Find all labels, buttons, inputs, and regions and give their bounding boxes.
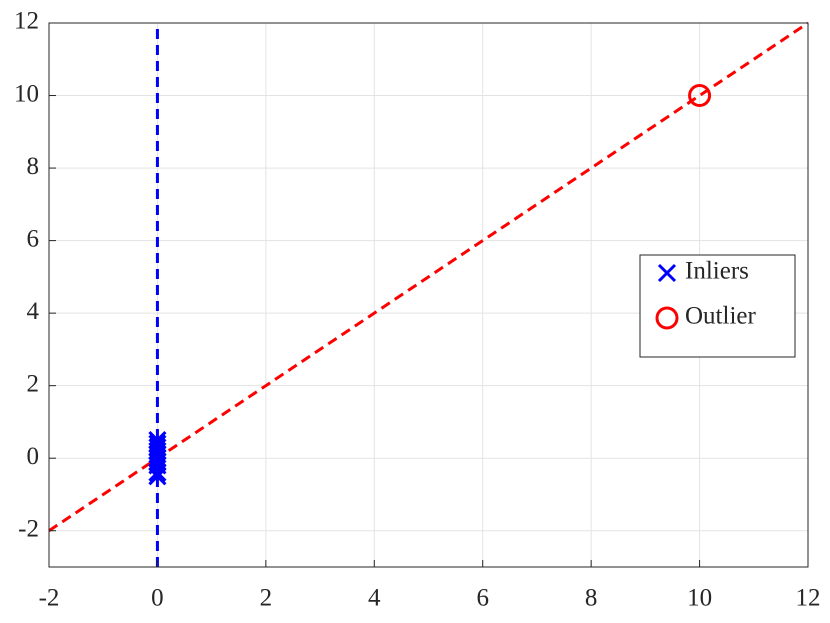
point bbox=[148, 463, 167, 482]
y-tick-label: 8 bbox=[27, 153, 40, 180]
plot-area bbox=[48, 21, 809, 567]
y-tick-label: 2 bbox=[27, 370, 40, 397]
x-tick-label: 6 bbox=[476, 585, 489, 612]
x-tick-label: 2 bbox=[260, 585, 273, 612]
axes-frame bbox=[48, 22, 809, 568]
legend-marker bbox=[655, 306, 679, 330]
fit-line bbox=[48, 21, 809, 532]
y-tick-label: -2 bbox=[18, 515, 39, 542]
y-tick-label: 10 bbox=[14, 80, 39, 107]
x-tick-label: 4 bbox=[368, 585, 381, 612]
legend-label: Inliers bbox=[685, 258, 749, 285]
x-tick-label: 10 bbox=[687, 585, 712, 612]
x-tick-label: -2 bbox=[39, 585, 60, 612]
grid bbox=[48, 22, 809, 567]
point bbox=[148, 449, 167, 468]
y-tick-label: 0 bbox=[27, 443, 40, 470]
y-tick-label: 6 bbox=[27, 225, 40, 252]
y-tick-label: 4 bbox=[27, 298, 40, 325]
legend: Inliers Outlier bbox=[639, 254, 796, 358]
y-tick-label: 12 bbox=[14, 8, 39, 35]
x-tick-label: 0 bbox=[151, 585, 164, 612]
x-tick-label: 12 bbox=[796, 585, 821, 612]
legend-marker bbox=[657, 263, 677, 283]
x-tick-label: 8 bbox=[585, 585, 598, 612]
legend-label: Outlier bbox=[685, 303, 756, 330]
point bbox=[688, 84, 712, 108]
point bbox=[148, 467, 167, 486]
